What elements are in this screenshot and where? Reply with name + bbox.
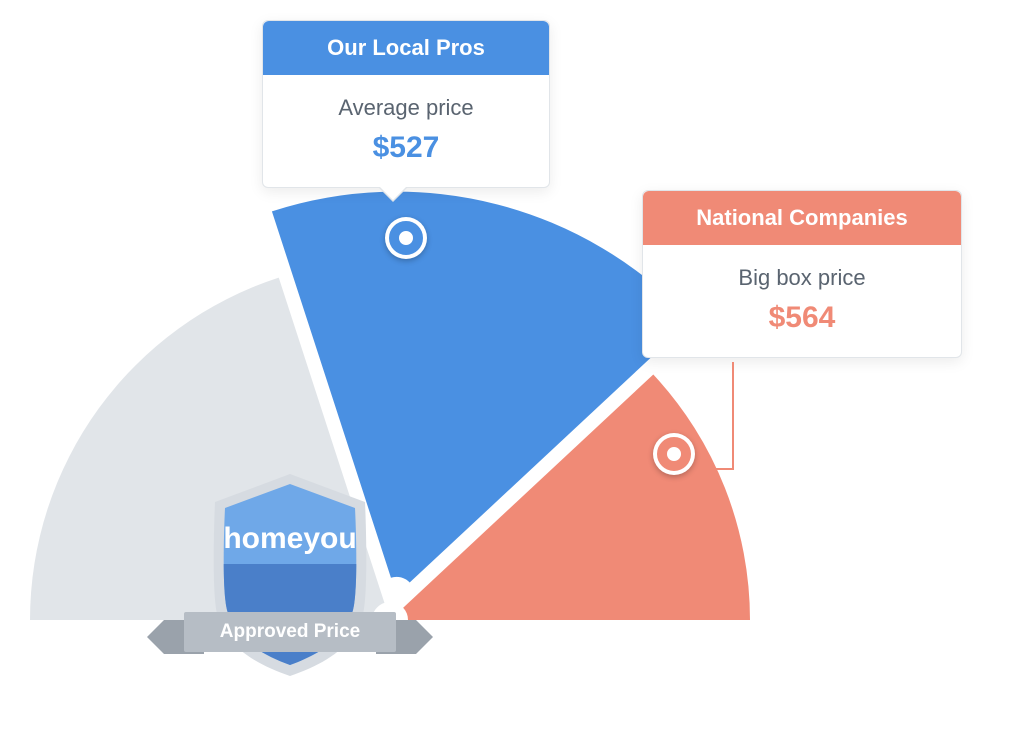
- price-comparison-gauge: Our Local Pros Average price $527 Nation…: [0, 0, 1024, 738]
- marker-national: [653, 433, 695, 475]
- callout-national-companies: National Companies Big box price $564: [642, 190, 962, 358]
- ribbon-front: Approved Price: [184, 612, 396, 652]
- callout-local-price: $527: [283, 131, 529, 165]
- callout-local-pros: Our Local Pros Average price $527: [262, 20, 550, 188]
- leader-line-vertical: [732, 362, 734, 468]
- badge-logo-text: homeyou: [223, 522, 356, 555]
- callout-national-desc: Big box price: [663, 265, 941, 291]
- leader-line-horizontal: [688, 468, 734, 470]
- callout-national-header: National Companies: [643, 191, 961, 245]
- marker-local: [385, 217, 427, 259]
- approved-price-badge: homeyou Approved Price: [170, 468, 410, 678]
- ribbon-text: Approved Price: [220, 621, 360, 643]
- callout-local-desc: Average price: [283, 95, 529, 121]
- callout-national-price: $564: [663, 301, 941, 335]
- callout-local-header: Our Local Pros: [263, 21, 549, 75]
